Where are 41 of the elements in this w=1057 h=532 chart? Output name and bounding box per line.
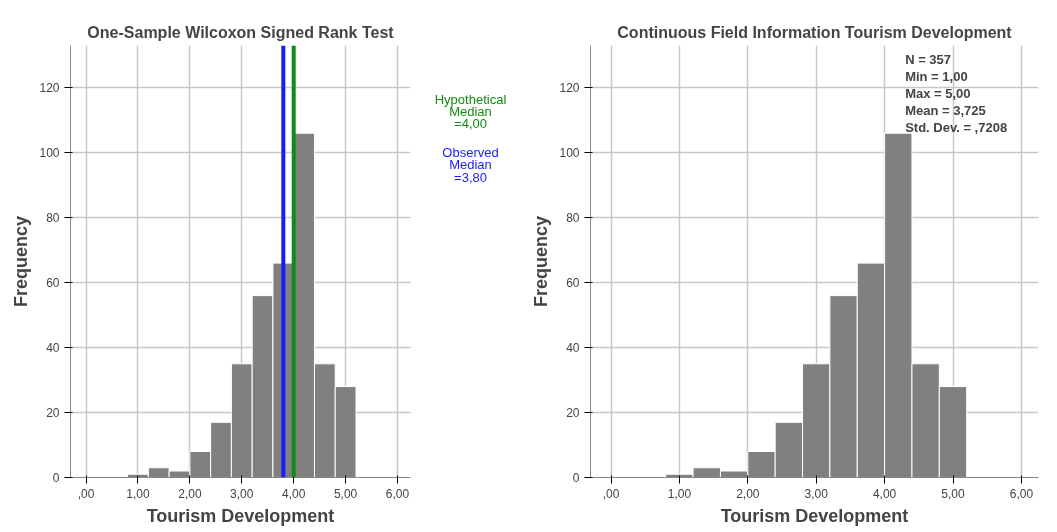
x-tick-label: ,00 [77,486,95,501]
ref-line-label: Observed Median =3,80 [442,145,499,185]
x-tick-label: 3,00 [230,486,254,501]
y-tick-label: 60 [46,276,60,291]
x-axis-title: Tourism Development [720,505,909,526]
ref-line-label: Hypothetical Median =4,00 [434,91,507,132]
annotation: Std. Dev. = ,7208 [905,119,1008,135]
chart-title: One-Sample Wilcoxon Signed Rank Test [87,23,395,41]
x-tick-label: 2,00 [736,486,760,501]
x-tick-label: 1,00 [126,486,150,501]
y-tick-label: 120 [39,81,60,96]
x-tick-label: 6,00 [1009,486,1034,501]
annotation: Mean = 3,725 [905,102,986,118]
x-tick-label: 1,00 [667,486,692,501]
y-tick-label: 20 [566,406,580,421]
annotation: Min = 1,00 [905,68,968,84]
y-tick-label: 0 [572,471,580,485]
y-tick-label: 80 [46,211,60,226]
y-tick-label: 80 [566,211,580,226]
x-tick-label: 6,00 [385,486,410,501]
y-tick-label: 100 [559,146,580,161]
chart-title: Continuous Field Information Tourism Development [617,23,1013,41]
annotation: N = 357 [905,52,952,67]
y-axis-title: Frequency [11,215,32,308]
y-tick-label: 20 [46,406,60,421]
y-tick-label: 40 [566,341,580,356]
x-tick-label: 4,00 [282,486,306,501]
x-tick-label: 2,00 [178,486,202,501]
x-tick-label: 4,00 [872,486,897,501]
x-tick-label: ,00 [602,486,620,501]
x-tick-label: 3,00 [804,486,829,501]
y-tick-label: 40 [46,341,60,356]
y-tick-label: 120 [559,81,580,96]
x-tick-label: 5,00 [941,486,966,501]
y-tick-label: 60 [566,276,580,291]
x-tick-label: 5,00 [333,486,358,501]
y-tick-label: 100 [39,146,60,161]
y-tick-label: 0 [52,471,60,485]
annotation: Max = 5,00 [905,85,971,101]
x-axis-title: Tourism Development [146,505,335,526]
y-axis-title: Frequency [531,215,552,308]
